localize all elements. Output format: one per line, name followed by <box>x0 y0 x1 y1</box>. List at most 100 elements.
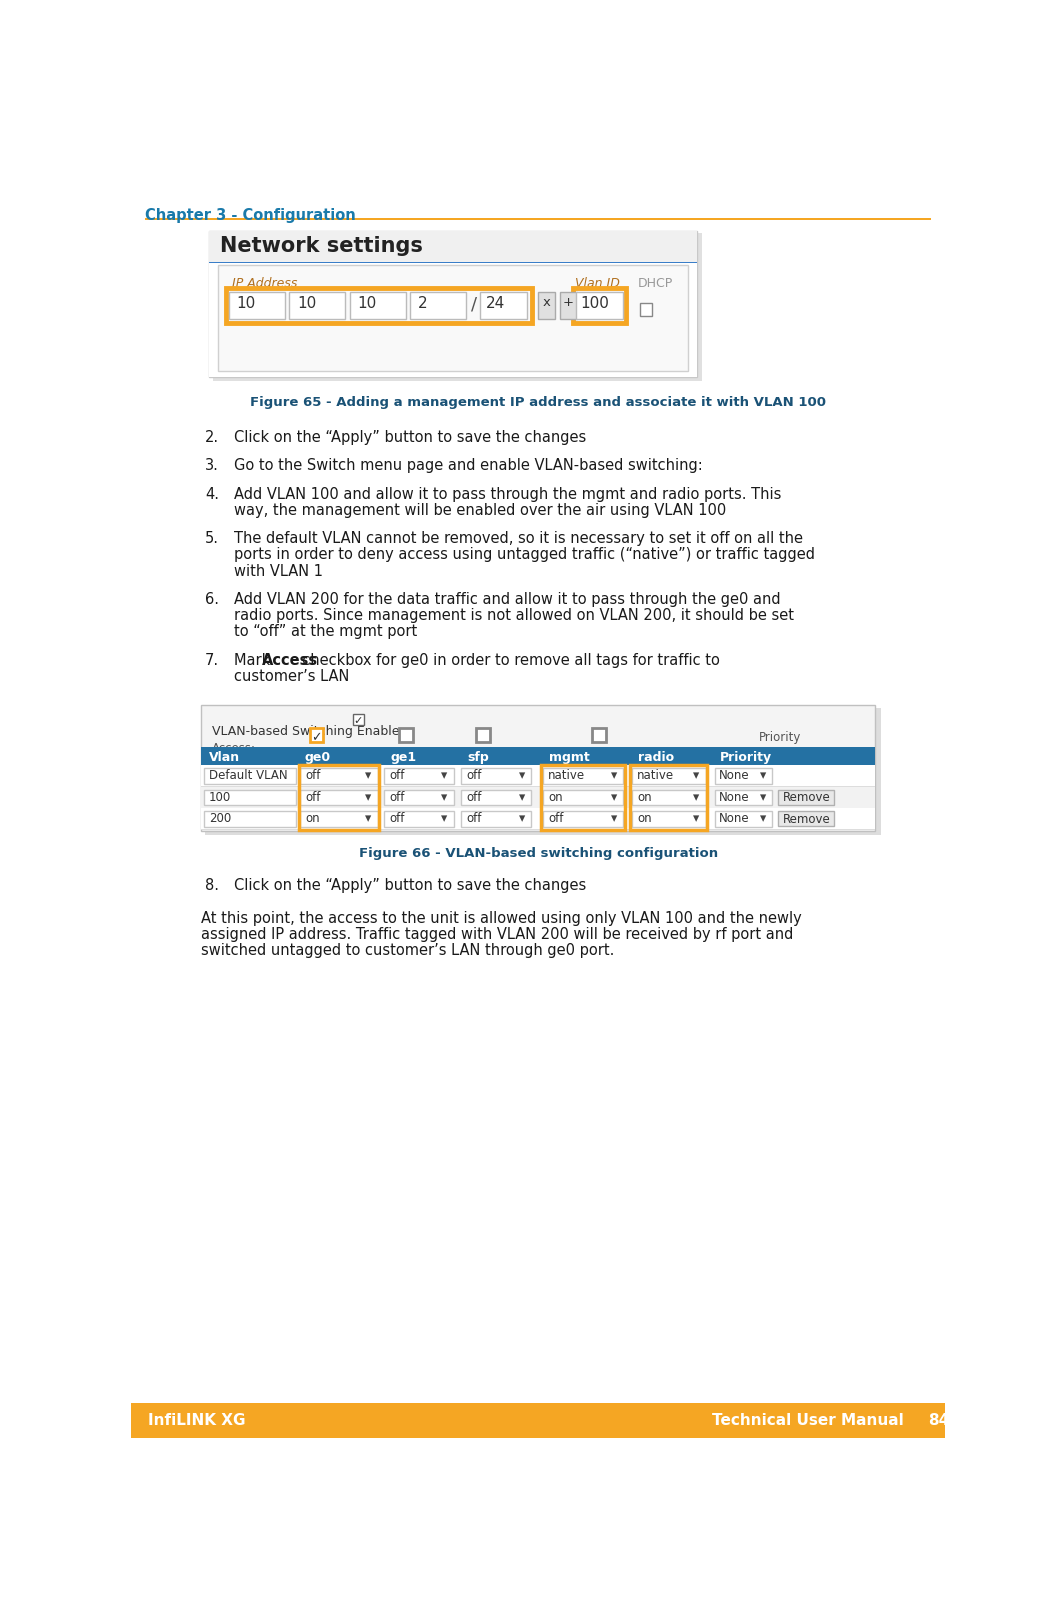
Text: The default VLAN cannot be removed, so it is necessary to set it off on all the: The default VLAN cannot be removed, so i… <box>233 532 802 546</box>
Text: 8.: 8. <box>205 877 218 892</box>
Text: 200: 200 <box>209 813 231 826</box>
Text: At this point, the access to the unit is allowed using only VLAN 100 and the new: At this point, the access to the unit is… <box>201 911 802 926</box>
Text: Access:: Access: <box>212 742 256 755</box>
Text: native: native <box>637 769 674 782</box>
Text: ▾: ▾ <box>760 813 766 826</box>
Bar <box>560 292 576 318</box>
Text: Figure 65 - Adding a management IP address and associate it with VLAN 100: Figure 65 - Adding a management IP addre… <box>250 396 826 409</box>
Text: 3.: 3. <box>205 457 218 473</box>
Text: ▾: ▾ <box>519 790 525 803</box>
Text: with VLAN 1: with VLAN 1 <box>233 564 322 579</box>
Bar <box>461 790 531 805</box>
Bar <box>201 787 876 808</box>
Text: IP Address: IP Address <box>232 276 297 291</box>
Text: None: None <box>718 813 750 826</box>
Bar <box>715 811 772 827</box>
Bar <box>715 768 772 784</box>
Text: ge1: ge1 <box>391 750 416 764</box>
Text: Priority: Priority <box>719 750 772 764</box>
Text: 10: 10 <box>358 296 377 310</box>
Bar <box>630 766 707 831</box>
Bar <box>592 729 606 742</box>
Text: ▾: ▾ <box>365 813 372 826</box>
Text: 100: 100 <box>209 790 231 803</box>
Text: 100: 100 <box>581 296 610 310</box>
Bar <box>715 790 772 805</box>
Text: Click on the “Apply” button to save the changes: Click on the “Apply” button to save the … <box>233 430 586 444</box>
Text: 84: 84 <box>928 1412 949 1429</box>
Bar <box>212 233 702 381</box>
Text: 10: 10 <box>236 296 256 310</box>
Bar <box>300 790 378 805</box>
Text: off: off <box>548 813 564 826</box>
Text: to “off” at the mgmt port: to “off” at the mgmt port <box>233 624 417 640</box>
Bar <box>632 768 706 784</box>
Text: Figure 66 - VLAN-based switching configuration: Figure 66 - VLAN-based switching configu… <box>358 847 718 860</box>
Text: Vlan ID: Vlan ID <box>574 276 620 291</box>
Text: ▾: ▾ <box>693 790 699 803</box>
Bar <box>209 231 697 377</box>
Text: mgmt: mgmt <box>549 750 590 764</box>
Text: ✓: ✓ <box>354 716 363 726</box>
Bar <box>461 768 531 784</box>
Bar <box>201 747 876 766</box>
Bar <box>201 766 876 787</box>
Text: Go to the Switch menu page and enable VLAN-based switching:: Go to the Switch menu page and enable VL… <box>233 457 702 473</box>
Text: checkbox for ge0 in order to remove all tags for traffic to: checkbox for ge0 in order to remove all … <box>293 653 719 667</box>
Text: ports in order to deny access using untagged traffic (“native”) or traffic tagge: ports in order to deny access using unta… <box>233 548 815 562</box>
Text: ▾: ▾ <box>693 813 699 826</box>
Text: off: off <box>390 790 404 803</box>
Text: switched untagged to customer’s LAN through ge0 port.: switched untagged to customer’s LAN thro… <box>201 944 614 958</box>
Text: 2: 2 <box>418 296 427 310</box>
Text: radio: radio <box>638 750 674 764</box>
Text: way, the management will be enabled over the air using VLAN 100: way, the management will be enabled over… <box>233 503 726 517</box>
Text: VLAN-based Switching Enable:: VLAN-based Switching Enable: <box>212 726 403 739</box>
Text: Remove: Remove <box>782 813 831 826</box>
Text: 24: 24 <box>486 296 505 310</box>
Text: Add VLAN 200 for the data traffic and allow it to pass through the ge0 and: Add VLAN 200 for the data traffic and al… <box>233 591 780 608</box>
Bar <box>310 729 323 742</box>
Bar <box>205 708 881 835</box>
Bar <box>300 811 378 827</box>
Text: off: off <box>467 790 482 803</box>
Text: ▾: ▾ <box>519 769 525 782</box>
Text: on: on <box>637 813 652 826</box>
Text: ▾: ▾ <box>519 813 525 826</box>
Text: off: off <box>390 813 404 826</box>
Text: ▾: ▾ <box>693 769 699 782</box>
Bar <box>411 292 466 318</box>
Text: off: off <box>390 769 404 782</box>
Bar <box>229 292 285 318</box>
Bar <box>226 288 532 323</box>
Text: ▾: ▾ <box>760 790 766 803</box>
Text: 5.: 5. <box>205 532 218 546</box>
Bar <box>204 768 295 784</box>
Bar <box>476 729 490 742</box>
Text: x: x <box>543 296 550 309</box>
Bar <box>290 292 345 318</box>
Text: Add VLAN 100 and allow it to pass through the mgmt and radio ports. This: Add VLAN 100 and allow it to pass throug… <box>233 486 781 501</box>
Bar <box>131 1403 945 1438</box>
Text: InfiLINK XG: InfiLINK XG <box>148 1412 246 1429</box>
Bar <box>384 768 454 784</box>
Text: native: native <box>548 769 585 782</box>
Text: Priority: Priority <box>759 732 801 745</box>
Text: 7.: 7. <box>205 653 219 667</box>
Text: assigned IP address. Traffic tagged with VLAN 200 will be received by rf port an: assigned IP address. Traffic tagged with… <box>201 928 794 942</box>
Text: DHCP: DHCP <box>638 276 673 291</box>
Text: Click on the “Apply” button to save the changes: Click on the “Apply” button to save the … <box>233 877 586 892</box>
Text: Access: Access <box>261 653 318 667</box>
Text: ✓: ✓ <box>311 732 321 745</box>
Bar <box>461 811 531 827</box>
Text: Chapter 3 - Configuration: Chapter 3 - Configuration <box>145 208 356 223</box>
Bar <box>353 714 363 726</box>
Text: ▾: ▾ <box>365 769 372 782</box>
Text: off: off <box>306 769 321 782</box>
Bar <box>384 790 454 805</box>
Bar <box>204 811 295 827</box>
Text: ▾: ▾ <box>441 813 447 826</box>
Text: customer’s LAN: customer’s LAN <box>233 669 349 684</box>
Text: on: on <box>548 790 563 803</box>
Text: off: off <box>467 813 482 826</box>
Bar <box>209 231 697 377</box>
